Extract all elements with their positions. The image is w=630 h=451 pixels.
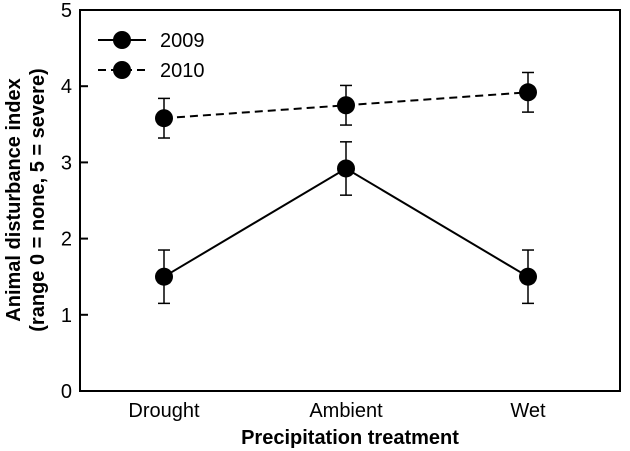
series-layer [155, 71, 537, 305]
data-point-2009 [519, 267, 537, 286]
y-tick-label: 5 [61, 0, 72, 22]
y-tick-label: 4 [61, 76, 72, 98]
y-tick-label: 1 [61, 305, 72, 327]
x-tick-label: Drought [128, 400, 200, 422]
x-axis-title: Precipitation treatment [241, 427, 459, 449]
data-point-2010 [337, 96, 355, 115]
data-point-2009 [337, 159, 355, 178]
x-tick-label: Ambient [309, 400, 383, 422]
plot-frame [79, 9, 621, 392]
x-tick-label: Wet [510, 400, 546, 422]
y-tick-label: 3 [61, 152, 72, 174]
legend-label-2010: 2010 [160, 60, 205, 82]
y-axis-title-line1: Animal disturbance index [3, 78, 25, 321]
data-point-2009 [155, 267, 173, 286]
y-axis-title: Animal disturbance index (range 0 = none… [3, 68, 49, 331]
legend-marker-2010 [113, 61, 131, 79]
data-point-2010 [519, 83, 537, 102]
data-point-2010 [155, 109, 173, 128]
y-axis-ticks: 0 1 2 3 4 5 [61, 0, 88, 403]
legend: 2009 2010 [98, 30, 205, 82]
legend-label-2009: 2009 [160, 30, 205, 52]
y-tick-label: 0 [61, 381, 72, 403]
legend-marker-2009 [113, 31, 131, 49]
y-tick-label: 2 [61, 229, 72, 251]
x-axis-ticks: Drought Ambient Wet [128, 400, 546, 422]
y-axis-title-line2: (range 0 = none, 5 = severe) [27, 68, 49, 331]
